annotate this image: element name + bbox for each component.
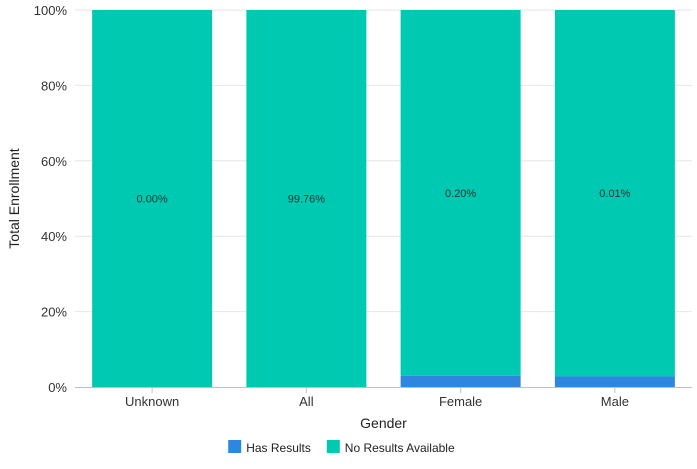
y-axis-title: Total Enrollment <box>6 148 22 248</box>
bar-segment-no-results-all[interactable] <box>246 10 367 387</box>
x-tick-label: Unknown <box>125 394 179 409</box>
data-label: 0.00% <box>137 194 168 206</box>
y-tick-label: 60% <box>41 154 67 169</box>
legend: Has Results No Results Available <box>228 440 455 455</box>
legend-swatch <box>326 440 340 453</box>
legend-item-no-results[interactable]: No Results Available <box>326 440 455 455</box>
data-labels: 0.00% 99.76% 0.20% 0.01% <box>137 188 631 206</box>
y-tick-label: 80% <box>41 78 67 93</box>
legend-label: No Results Available <box>345 441 455 455</box>
data-label: 99.76% <box>288 194 326 206</box>
bars <box>92 10 675 387</box>
x-tick-label: Female <box>439 394 482 409</box>
bar-segment-no-results-unknown[interactable] <box>92 10 213 387</box>
bar-segment-has-results-female[interactable] <box>400 375 521 387</box>
y-tick-label: 0% <box>48 380 67 395</box>
y-tick-label: 40% <box>41 229 67 244</box>
y-tick-label: 100% <box>34 3 68 18</box>
y-tick-label: 20% <box>41 305 67 320</box>
x-axis-title: Gender <box>360 415 407 431</box>
bar-segment-no-results-female[interactable] <box>400 10 521 376</box>
x-tick-label: All <box>299 394 314 409</box>
legend-label: Has Results <box>246 441 311 455</box>
bar-segment-has-results-male[interactable] <box>554 376 675 387</box>
x-axis-ticks: Unknown All Female Male <box>125 387 629 409</box>
data-label: 0.20% <box>445 188 476 200</box>
bar-segment-no-results-male[interactable] <box>554 10 675 377</box>
y-axis-ticks: 0% 20% 40% 60% 80% 100% <box>34 3 68 395</box>
legend-item-has-results[interactable]: Has Results <box>228 440 311 455</box>
data-label: 0.01% <box>599 188 630 200</box>
x-tick-label: Male <box>601 394 629 409</box>
legend-swatch <box>228 440 242 453</box>
